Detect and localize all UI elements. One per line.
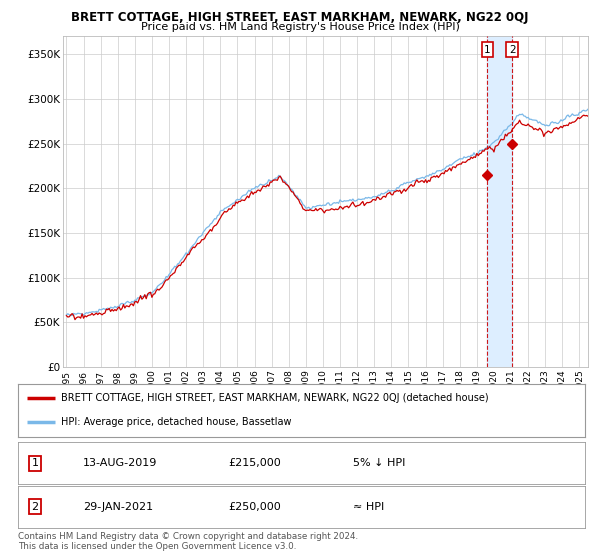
Text: 13-AUG-2019: 13-AUG-2019 [83,459,158,468]
Text: 5% ↓ HPI: 5% ↓ HPI [353,459,405,468]
Text: ≈ HPI: ≈ HPI [353,502,384,511]
Text: BRETT COTTAGE, HIGH STREET, EAST MARKHAM, NEWARK, NG22 0QJ (detached house): BRETT COTTAGE, HIGH STREET, EAST MARKHAM… [61,393,488,403]
Text: £215,000: £215,000 [228,459,281,468]
Text: 2: 2 [31,502,38,511]
Bar [487,36,512,367]
Text: Price paid vs. HM Land Registry's House Price Index (HPI): Price paid vs. HM Land Registry's House … [140,22,460,32]
Text: £250,000: £250,000 [228,502,281,511]
Text: 1: 1 [484,45,491,55]
Text: 2: 2 [509,45,516,55]
Text: 1: 1 [32,459,38,468]
Text: HPI: Average price, detached house, Bassetlaw: HPI: Average price, detached house, Bass… [61,417,291,427]
Text: 29-JAN-2021: 29-JAN-2021 [83,502,154,511]
Text: BRETT COTTAGE, HIGH STREET, EAST MARKHAM, NEWARK, NG22 0QJ: BRETT COTTAGE, HIGH STREET, EAST MARKHAM… [71,11,529,24]
Text: Contains HM Land Registry data © Crown copyright and database right 2024.
This d: Contains HM Land Registry data © Crown c… [18,532,358,552]
